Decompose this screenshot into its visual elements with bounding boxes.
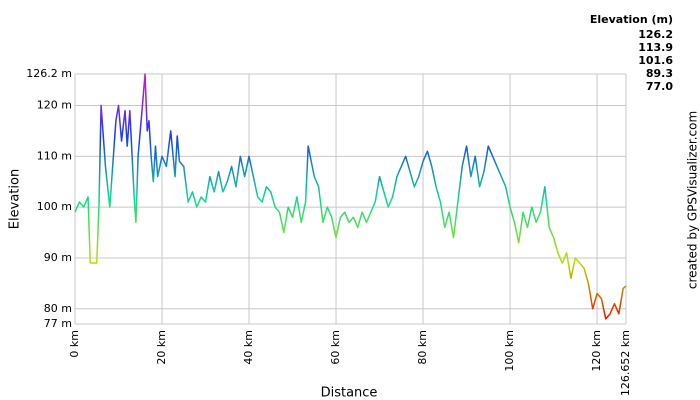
x-tick-label: 60 km — [329, 330, 342, 365]
x-axis-title: Distance — [321, 386, 378, 400]
legend-title: Elevation (m) — [590, 13, 673, 26]
x-tick-label: 0 km — [68, 330, 81, 358]
credit: created by GPSVisualizer.com — [686, 111, 700, 289]
x-tick-label: 80 km — [416, 330, 429, 365]
elevation-line — [74, 73, 627, 320]
x-tick-label: 100 km — [503, 330, 516, 372]
x-tick-label: 40 km — [242, 330, 255, 365]
x-tick-label: 120 km — [590, 330, 603, 372]
y-tick-label: 80 m — [44, 302, 72, 315]
y-axis-title: Elevation — [8, 169, 23, 229]
legend-value: 89.3 — [646, 67, 673, 80]
y-tick-label: 90 m — [44, 251, 72, 264]
x-tick-label: 20 km — [155, 330, 168, 365]
legend-value: 101.6 — [638, 54, 673, 67]
legend-value: 126.2 — [638, 28, 673, 41]
y-tick-label: 110 m — [37, 149, 72, 162]
legend-value: 113.9 — [638, 41, 673, 54]
legend-value: 77.0 — [646, 80, 673, 93]
x-tick-label: 126.652 km — [619, 330, 632, 396]
y-tick-label: 77 m — [44, 317, 72, 330]
y-tick-label: 120 m — [37, 99, 72, 112]
y-tick-label: 126.2 m — [26, 67, 72, 80]
y-tick-label: 100 m — [37, 200, 72, 213]
